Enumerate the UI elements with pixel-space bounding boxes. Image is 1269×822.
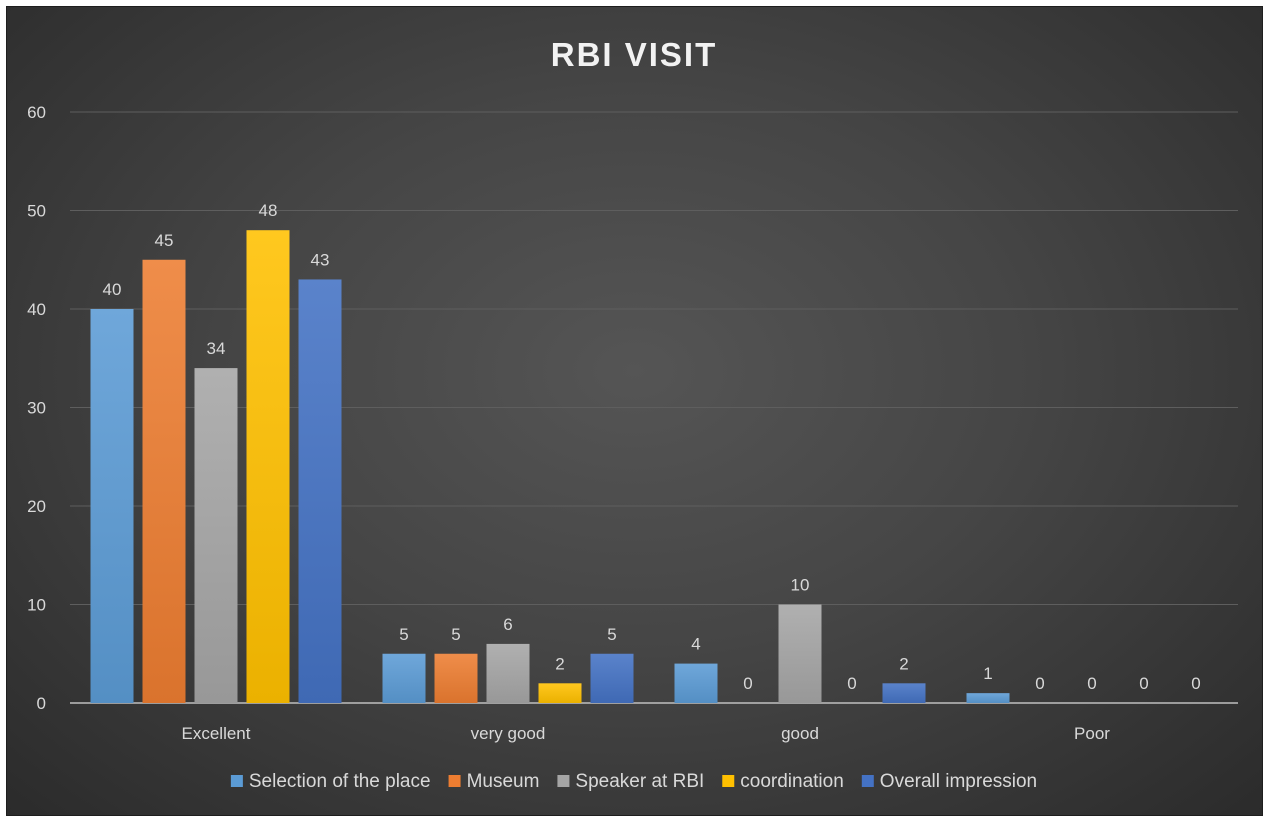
bar-speaker-at-rbi-very-good [486,643,530,703]
data-label-museum-excellent: 45 [155,231,174,250]
data-label-coordination-poor: 0 [1139,674,1148,693]
data-label-speaker-at-rbi-good: 10 [791,576,810,595]
data-label-overall-impression-poor: 0 [1191,674,1200,693]
data-label-coordination-very-good: 2 [555,654,564,673]
legend-item-selection-of-the-place: Selection of the place [230,771,431,792]
data-label-speaker-at-rbi-very-good: 6 [503,615,512,634]
legend-swatch [861,775,874,787]
legend-label: coordination [740,771,844,792]
legend-swatch [722,775,735,787]
y-tick-label-10: 10 [27,596,46,615]
data-label-overall-impression-excellent: 43 [311,250,330,269]
bar-coordination-very-good [538,683,582,703]
bar-selection-of-the-place-poor [966,693,1010,703]
legend-label: Speaker at RBI [575,771,704,792]
data-label-museum-very-good: 5 [451,625,460,644]
legend-item-museum: Museum [448,771,540,792]
data-label-selection-of-the-place-poor: 1 [983,664,992,683]
data-label-selection-of-the-place-very-good: 5 [399,625,408,644]
y-tick-label-0: 0 [37,694,46,713]
bar-overall-impression-good [882,683,926,703]
legend-item-coordination: coordination [722,771,844,792]
legend-label: Selection of the place [249,771,431,792]
gridlines [70,111,1238,704]
data-label-museum-good: 0 [743,674,752,693]
category-label-excellent: Excellent [182,724,251,743]
category-label-very-good: very good [471,724,546,743]
bar-museum-very-good [434,653,478,703]
bar-selection-of-the-place-excellent [90,309,134,703]
y-tick-label-60: 60 [27,103,46,122]
data-label-overall-impression-good: 2 [899,654,908,673]
data-label-selection-of-the-place-good: 4 [691,635,700,654]
data-label-overall-impression-very-good: 5 [607,625,616,644]
bar-speaker-at-rbi-good [778,604,822,703]
y-tick-label-20: 20 [27,497,46,516]
legend-swatch [557,775,570,787]
data-label-museum-poor: 0 [1035,674,1044,693]
bar-overall-impression-excellent [298,279,342,703]
data-label-coordination-excellent: 48 [259,201,278,220]
legend-label: Overall impression [880,771,1037,792]
y-axis-tick-labels: 0 10 20 30 40 50 60 [27,103,46,713]
x-axis-category-labels: Excellent very good good Poor [182,724,1111,743]
y-tick-label-50: 50 [27,202,46,221]
bars [90,230,1010,703]
legend-item-speaker-at-rbi: Speaker at RBI [557,771,704,792]
bar-speaker-at-rbi-excellent [194,368,238,703]
bar-coordination-excellent [246,230,290,703]
category-label-poor: Poor [1074,724,1110,743]
legend-swatch [230,775,243,787]
bar-selection-of-the-place-very-good [382,653,426,703]
legend-item-overall-impression: Overall impression [861,771,1037,792]
data-label-coordination-good: 0 [847,674,856,693]
y-tick-label-30: 30 [27,399,46,418]
bar-overall-impression-very-good [590,653,634,703]
bar-museum-excellent [142,259,186,703]
category-label-good: good [781,724,819,743]
bar-selection-of-the-place-good [674,663,718,703]
y-tick-label-40: 40 [27,300,46,319]
legend-swatch [448,775,461,787]
legend: Selection of the place Museum Speaker at R… [230,771,1037,792]
data-label-selection-of-the-place-excellent: 40 [103,280,122,299]
legend-label: Museum [467,771,540,792]
data-label-speaker-at-rbi-excellent: 34 [207,339,226,358]
data-label-speaker-at-rbi-poor: 0 [1087,674,1096,693]
chart-title: RBI VISIT [551,36,718,73]
